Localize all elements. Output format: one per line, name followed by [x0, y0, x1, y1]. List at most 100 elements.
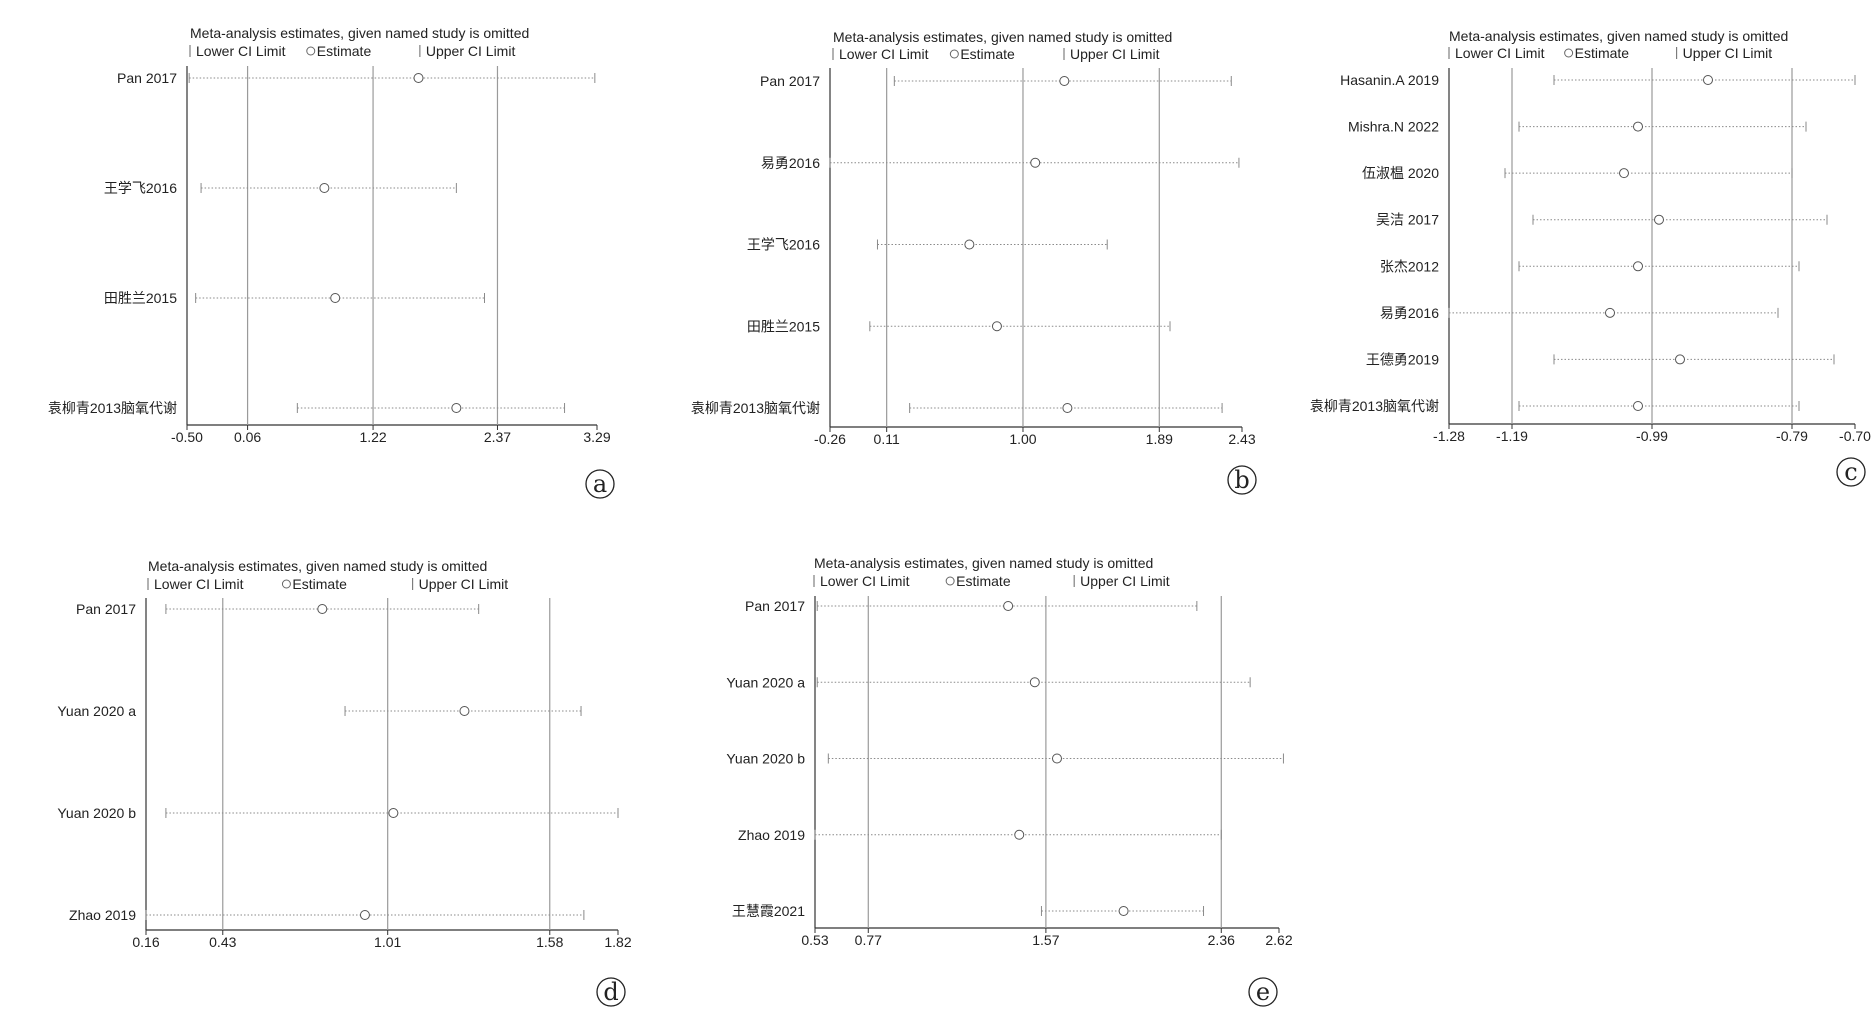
x-tick-label: 3.29	[583, 429, 610, 445]
estimate-marker	[1029, 677, 1040, 688]
estimate-marker	[319, 183, 330, 193]
x-tick-label: 2.36	[1208, 932, 1235, 948]
chart-title: Meta-analysis estimates, given named stu…	[190, 25, 529, 41]
legend: Lower CI Limit Estimate Upper CI Limit	[189, 43, 515, 59]
forest-panel-c: Meta-analysis estimates, given named stu…	[1310, 28, 1871, 487]
study-label: 易勇2016	[761, 155, 820, 171]
estimate-marker	[964, 239, 975, 250]
estimate-marker	[1030, 157, 1041, 168]
x-tick-label: -0.70	[1839, 428, 1871, 444]
panel-label-circle	[596, 977, 626, 1007]
legend-lower-ci: Lower CI Limit	[154, 576, 244, 592]
panel-label-text: d	[603, 978, 618, 1006]
x-tick-label: -0.26	[814, 431, 846, 447]
chart-title: Meta-analysis estimates, given named stu…	[833, 29, 1172, 45]
estimate-marker	[1051, 753, 1062, 764]
study-label: 王德勇2019	[1366, 351, 1439, 367]
x-tick-label: 1.01	[374, 934, 401, 950]
chart-title: Meta-analysis estimates, given named stu…	[814, 555, 1153, 571]
study-row: 袁柳青2013脑氧代谢	[48, 400, 566, 416]
forest-panel-a: Meta-analysis estimates, given named stu…	[48, 25, 615, 499]
estimate-marker	[1633, 121, 1643, 132]
panel-label-circle	[1248, 977, 1278, 1007]
legend-upper-ci: Upper CI Limit	[419, 576, 509, 592]
estimate-marker	[1014, 829, 1025, 840]
study-label: Pan 2017	[760, 73, 820, 89]
study-label: Yuan 2020 b	[726, 751, 805, 767]
estimate-marker	[1059, 76, 1070, 86]
x-tick-label: 0.53	[801, 932, 828, 948]
panel-label: d	[596, 977, 626, 1007]
study-label: 袁柳青2013脑氧代谢	[691, 400, 820, 416]
study-row: Pan 2017	[760, 73, 1232, 89]
legend-estimate: Estimate	[1575, 45, 1630, 61]
study-row: 易勇2016	[761, 155, 1240, 171]
study-label: 袁柳青2013脑氧代谢	[1310, 398, 1439, 414]
panel-label-text: a	[593, 470, 607, 498]
estimate-marker	[1118, 906, 1129, 916]
panel-label-text: e	[1256, 978, 1270, 1006]
legend-lower-ci: Lower CI Limit	[820, 573, 910, 589]
legend: Lower CI Limit Estimate Upper CI Limit	[1448, 45, 1772, 61]
study-label: Pan 2017	[117, 70, 177, 86]
panel-label: c	[1836, 457, 1866, 487]
study-label: Yuan 2020 a	[726, 674, 805, 690]
study-row: 王慧霞2021	[732, 903, 1205, 919]
x-tick-label: 0.77	[855, 932, 882, 948]
chart-title: Meta-analysis estimates, given named stu…	[148, 558, 487, 574]
study-label: 田胜兰2015	[104, 290, 177, 306]
study-label: 王慧霞2021	[732, 903, 805, 919]
x-tick-label: -0.79	[1776, 428, 1808, 444]
study-label: 田胜兰2015	[747, 318, 820, 334]
study-row: Pan 2017	[117, 70, 596, 86]
panel-label-text: c	[1844, 458, 1857, 486]
study-label: Zhao 2019	[69, 907, 136, 923]
forest-panel-d: Meta-analysis estimates, given named stu…	[57, 558, 632, 1007]
estimate-legend-marker	[949, 49, 959, 59]
estimate-marker	[388, 808, 399, 818]
legend-lower-ci: Lower CI Limit	[1455, 45, 1545, 61]
x-tick-label: 1.22	[359, 429, 386, 445]
study-label: 王学飞2016	[747, 237, 820, 253]
x-tick-label: 2.37	[484, 429, 511, 445]
legend-lower-ci: Lower CI Limit	[196, 43, 286, 59]
study-row: Yuan 2020 b	[726, 751, 1284, 767]
estimate-marker	[1619, 168, 1629, 179]
legend-estimate: Estimate	[292, 576, 347, 592]
study-label: Pan 2017	[745, 598, 805, 614]
study-row: 袁柳青2013脑氧代谢	[691, 400, 1223, 416]
x-tick-label: 1.58	[536, 934, 563, 950]
legend: Lower CI Limit Estimate Upper CI Limit	[832, 46, 1160, 62]
x-tick-label: 0.16	[132, 934, 159, 950]
study-row: Zhao 2019	[738, 827, 1222, 843]
study-row: Pan 2017	[76, 601, 480, 617]
legend-estimate: Estimate	[956, 573, 1011, 589]
estimate-marker	[359, 910, 370, 920]
study-row: 吴洁 2017	[1376, 212, 1828, 228]
estimate-marker	[1654, 214, 1664, 225]
x-tick-label: 2.43	[1228, 431, 1255, 447]
panel-label: b	[1227, 465, 1257, 495]
estimate-marker	[1062, 403, 1073, 413]
study-label: Yuan 2020 b	[57, 805, 136, 821]
estimate-marker	[991, 321, 1002, 332]
panel-label-text: b	[1234, 466, 1249, 494]
study-label: 王学飞2016	[104, 180, 177, 196]
forest-panel-b: Meta-analysis estimates, given named stu…	[691, 29, 1257, 495]
legend-estimate: Estimate	[960, 46, 1015, 62]
estimate-marker	[1633, 401, 1643, 411]
study-row: Mishra.N 2022	[1348, 119, 1807, 135]
legend-estimate: Estimate	[317, 43, 372, 59]
study-label: 袁柳青2013脑氧代谢	[48, 400, 177, 416]
study-row: Yuan 2020 a	[57, 703, 582, 719]
panel-label-circle	[1836, 457, 1866, 487]
study-row: Pan 2017	[745, 598, 1198, 614]
study-row: 田胜兰2015	[747, 318, 1171, 334]
study-label: 张杰2012	[1380, 258, 1439, 274]
x-tick-label: -1.28	[1433, 428, 1465, 444]
study-row: 伍淑榅 2020	[1362, 165, 1793, 181]
estimate-marker	[459, 706, 470, 716]
study-row: Hasanin.A 2019	[1340, 72, 1856, 88]
study-row: Yuan 2020 a	[726, 674, 1251, 690]
estimate-marker	[1605, 307, 1615, 318]
